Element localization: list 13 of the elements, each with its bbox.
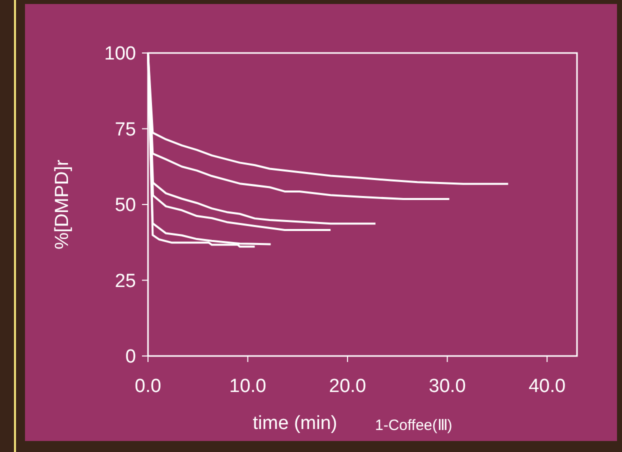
y-tick-label: 75: [114, 119, 136, 140]
y-tick-label: 50: [114, 195, 136, 216]
y-tick-label: 0: [125, 346, 136, 368]
x-tick-label: 20.0: [329, 376, 366, 397]
x-tick-label: 40.0: [528, 376, 566, 397]
x-tick-label: 10.0: [229, 376, 266, 397]
y-tick-label: 100: [104, 44, 136, 65]
x-tick-label: 0.0: [134, 376, 162, 397]
y-axis-title: %[DMPD]r: [52, 158, 73, 250]
y-tick-label: 25: [114, 270, 136, 292]
x-axis-title: time (min): [252, 413, 338, 434]
x-tick-label: 30.0: [428, 376, 466, 397]
text: 1-Coffee(Ⅲ): [375, 417, 452, 434]
